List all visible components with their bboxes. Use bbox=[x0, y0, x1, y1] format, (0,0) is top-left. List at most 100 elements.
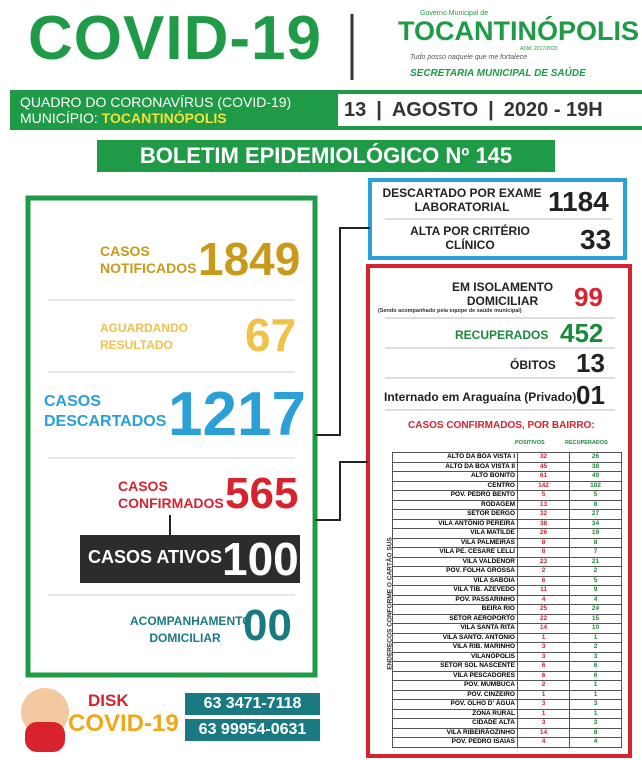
table-row: ZONA RURAL11 bbox=[393, 709, 622, 719]
acompanhamento-label: ACOMPANHAMENTO DOMICILIAR bbox=[130, 613, 240, 647]
bulletin: BOLETIM EPIDEMIOLÓGICO Nº 145 bbox=[97, 140, 555, 172]
positivos: 61 bbox=[518, 472, 570, 482]
positivos: 4 bbox=[518, 595, 570, 605]
isolamento-value: 99 bbox=[574, 284, 603, 310]
bairro-name: VILA MATILDE bbox=[393, 529, 518, 539]
disk-covid: COVID-19 bbox=[68, 712, 179, 736]
bairro-name: POV. MUMBUCA bbox=[393, 681, 518, 691]
subheader-text: QUADRO DO CORONAVÍRUS (COVID-19) MUNICÍP… bbox=[20, 94, 291, 126]
descartados-label: CASOS DESCARTADOS bbox=[44, 392, 164, 432]
recuperados: 19 bbox=[570, 529, 622, 539]
recuperados: 5 bbox=[570, 491, 622, 501]
positivos: 14 bbox=[518, 728, 570, 738]
table-row: VILA SANTO. ANTÔNIO11 bbox=[393, 633, 622, 643]
recuperados: 6 bbox=[570, 671, 622, 681]
month: AGOSTO bbox=[392, 94, 478, 126]
positivos: 45 bbox=[518, 462, 570, 472]
recuperados: 2 bbox=[570, 567, 622, 577]
bairro-name: SETOR SOL NASCENTE bbox=[393, 662, 518, 672]
disk: DISK bbox=[88, 692, 129, 709]
clinico-label: ALTA POR CRITÉRIO CLÍNICO bbox=[400, 224, 540, 252]
positivos: 8 bbox=[518, 538, 570, 548]
obitos-label: ÓBITOS bbox=[510, 358, 556, 372]
recuperados: 15 bbox=[570, 614, 622, 624]
bairro-name: VILA ANTÔNIO PEREIRA bbox=[393, 519, 518, 529]
logo-adm: ADM. 2017/2020 bbox=[520, 46, 558, 52]
positivos: 2 bbox=[518, 567, 570, 577]
recuperados: 5 bbox=[570, 576, 622, 586]
bairro-name: CENTRO bbox=[393, 481, 518, 491]
recuperados: 26 bbox=[570, 453, 622, 463]
subheader-line1: QUADRO DO CORONAVÍRUS (COVID-19) bbox=[20, 94, 291, 110]
positivos: 32 bbox=[518, 453, 570, 463]
table-row: BEIRA RIO2524 bbox=[393, 605, 622, 615]
subheader-line2: MUNICÍPIO: TOCANTINÓPOLIS bbox=[20, 110, 291, 126]
table-row: VILA TIB. AZEVEDO119 bbox=[393, 586, 622, 596]
bairro-name: VILA TIB. AZEVEDO bbox=[393, 586, 518, 596]
recuperados-value: 452 bbox=[560, 320, 603, 346]
isolamento-label: EM ISOLAMENTO DOMICILIAR bbox=[440, 280, 565, 308]
recuperados: 38 bbox=[570, 462, 622, 472]
bairro-name: VILA PE. CESARE LELLI bbox=[393, 548, 518, 558]
clinico-value: 33 bbox=[580, 226, 611, 254]
positivos: 1 bbox=[518, 633, 570, 643]
col-recuperados: RECUPERADOS bbox=[565, 440, 608, 446]
recuperados: 3 bbox=[570, 652, 622, 662]
municipio-label: MUNICÍPIO: bbox=[20, 110, 98, 126]
ativos-value: 100 bbox=[222, 536, 299, 582]
recuperados: 49 bbox=[570, 472, 622, 482]
phone1: 63 3471-7118 bbox=[185, 693, 320, 715]
positivos: 3 bbox=[518, 719, 570, 729]
positivos: 6 bbox=[518, 662, 570, 672]
bairro-name: CIDADE ALTA bbox=[393, 719, 518, 729]
positivos: 4 bbox=[518, 738, 570, 748]
bairro-name: POV. OLHO D' ÁGUA bbox=[393, 700, 518, 710]
bairro-name: POV. PEDRO ISAIAS bbox=[393, 738, 518, 748]
laboratorial-value: 1184 bbox=[548, 188, 609, 216]
laboratorial-label: DESCARTADO POR EXAME LABORATORIAL bbox=[382, 186, 542, 214]
positivos: 8 bbox=[518, 548, 570, 558]
confirmados-label: CASOS CONFIRMADOS bbox=[118, 478, 218, 512]
notificados-value: 1849 bbox=[198, 236, 300, 282]
positivos: 23 bbox=[518, 557, 570, 567]
bairro-name: ALTO BONITO bbox=[393, 472, 518, 482]
logo-name: TOCANTINÓPOLIS bbox=[398, 18, 639, 45]
bairro-name: ALTO DA BOA VISTA II bbox=[393, 462, 518, 472]
internado-value: 01 bbox=[576, 382, 605, 408]
bairro-name: POV. CINZEIRO bbox=[393, 690, 518, 700]
recuperados: 1 bbox=[570, 681, 622, 691]
bairro-name: ALTO DA BOA VISTA I bbox=[393, 453, 518, 463]
year-time: 2020 - 19H bbox=[504, 94, 603, 126]
recuperados: 1 bbox=[570, 709, 622, 719]
page: COVID-19 Governo Municipal de TOCANTINÓP… bbox=[0, 0, 642, 760]
positivos: 22 bbox=[518, 614, 570, 624]
recuperados: 7 bbox=[570, 548, 622, 558]
date-box: 13| AGOSTO| 2020 - 19H bbox=[338, 94, 642, 126]
table-title: CASOS CONFIRMADOS, POR BAIRRO: bbox=[408, 420, 595, 431]
bairro-name: VILA PESCADORES bbox=[393, 671, 518, 681]
recuperados: 21 bbox=[570, 557, 622, 567]
recuperados-label: RECUPERADOS bbox=[455, 328, 548, 342]
recuperados: 6 bbox=[570, 662, 622, 672]
notificados-label: CASOS NOTIFICADOS bbox=[100, 243, 190, 277]
phone2: 63 99954-0631 bbox=[185, 719, 320, 741]
bairro-name: POV. PASSARINHO bbox=[393, 595, 518, 605]
table-row: POV. OLHO D' ÁGUA33 bbox=[393, 700, 622, 710]
positivos: 1 bbox=[518, 709, 570, 719]
recuperados: 27 bbox=[570, 510, 622, 520]
recuperados: 1 bbox=[570, 690, 622, 700]
recuperados: 34 bbox=[570, 519, 622, 529]
recuperados: 2 bbox=[570, 643, 622, 653]
bairro-name: ZONA RURAL bbox=[393, 709, 518, 719]
